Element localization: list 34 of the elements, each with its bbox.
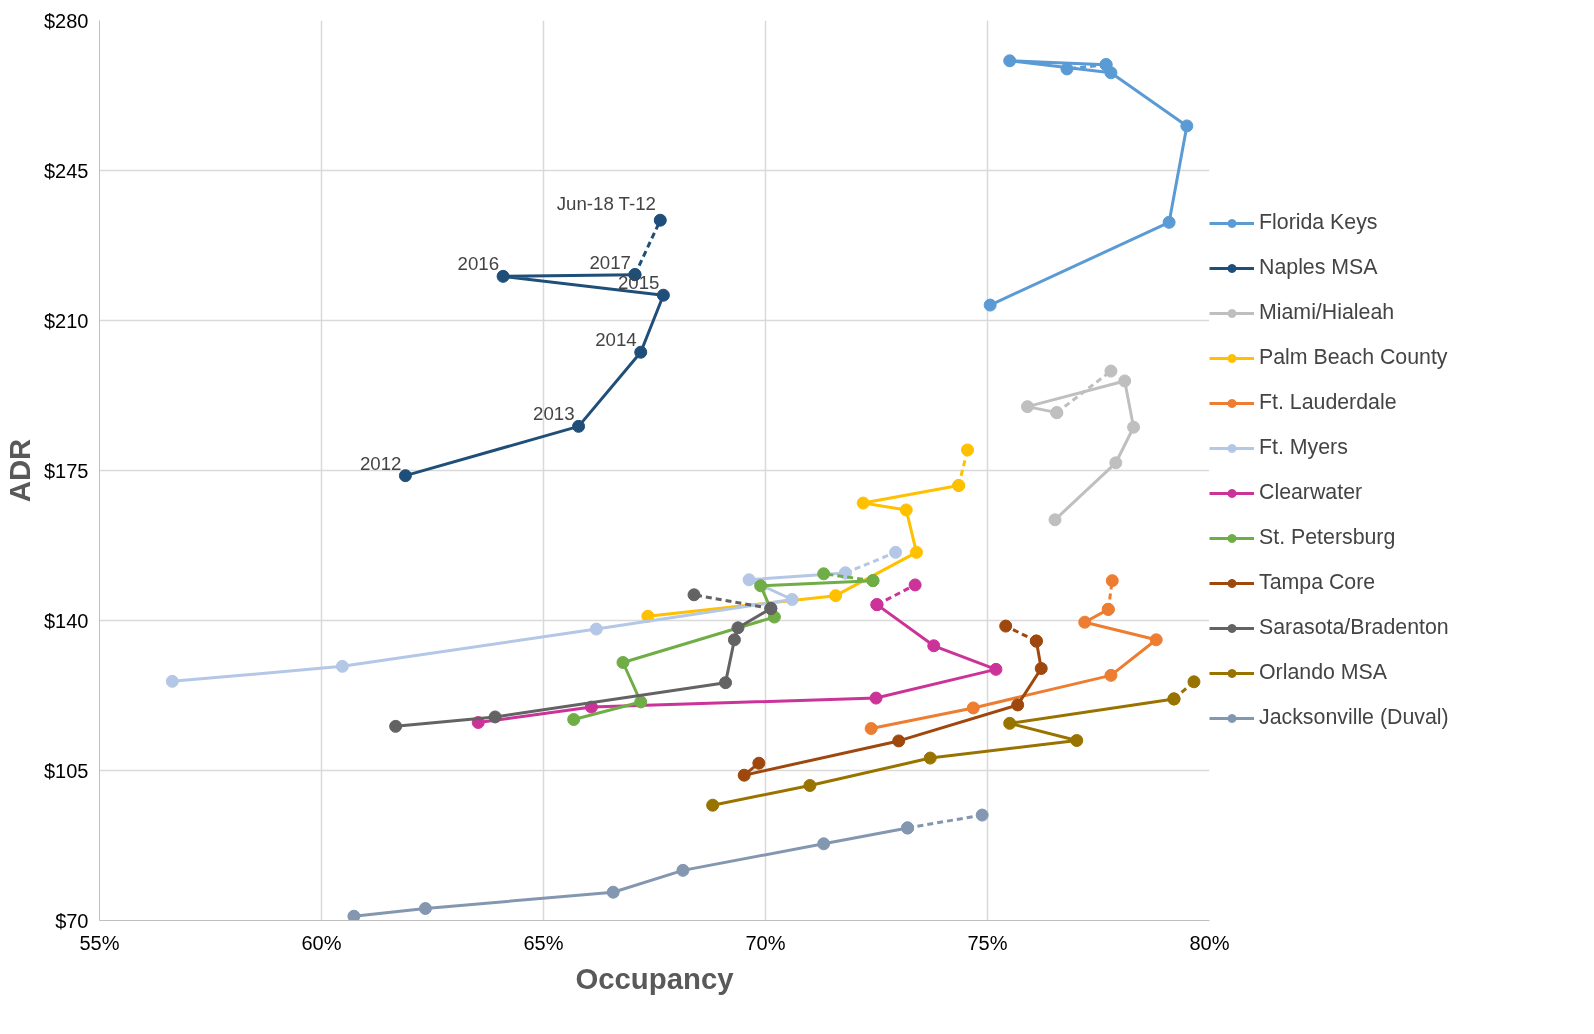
legend-label: Naples MSA	[1259, 255, 1378, 280]
annotation: 2014	[595, 329, 637, 351]
y-tick-label: $210	[44, 309, 89, 332]
annotation: 2013	[533, 403, 575, 425]
annotation: 2017	[589, 251, 631, 273]
legend-label: Clearwater	[1259, 480, 1363, 505]
annotation: 2015	[617, 272, 660, 294]
y-tick-label: $140	[44, 609, 89, 632]
legend-label: St. Petersburg	[1259, 525, 1396, 550]
x-tick-label: 80%	[1189, 931, 1230, 954]
x-tick-label: 65%	[523, 931, 564, 954]
y-tick-label: $175	[44, 459, 89, 482]
x-axis-title: Occupancy	[575, 961, 735, 995]
legend-label: Orlando MSA	[1259, 660, 1388, 685]
legend-label: Ft. Myers	[1259, 435, 1348, 460]
legend-label: Miami/Hialeah	[1259, 300, 1395, 325]
y-tick-label: $245	[44, 159, 89, 182]
y-tick-label: $280	[44, 9, 89, 32]
legend-label: Jacksonville (Duval)	[1259, 705, 1449, 730]
x-tick-label: 60%	[301, 931, 342, 954]
annotation: 2016	[457, 253, 500, 275]
y-tick-label: $70	[55, 909, 89, 932]
legend-label: Sarasota/Bradenton	[1259, 615, 1449, 640]
legend-label: Ft. Lauderdale	[1259, 390, 1397, 415]
legend-label: Palm Beach County	[1259, 345, 1448, 370]
x-tick-label: 70%	[745, 931, 786, 954]
y-axis-title: ADR	[3, 438, 37, 503]
legend-label: Tampa Core	[1259, 570, 1376, 595]
x-tick-label: 75%	[967, 931, 1008, 954]
annotation: 2012	[359, 452, 402, 474]
x-tick-label: 55%	[79, 931, 120, 954]
legend-label: Florida Keys	[1259, 210, 1378, 235]
annotation: Jun-18 T-12	[556, 193, 656, 215]
y-tick-label: $105	[44, 759, 89, 782]
